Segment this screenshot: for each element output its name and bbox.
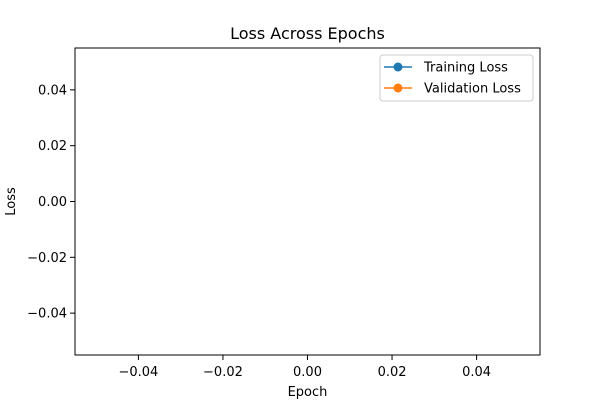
y-tick-label: 0.00 bbox=[38, 195, 67, 210]
legend-label-validation: Validation Loss bbox=[424, 82, 521, 97]
legend-marker-validation bbox=[393, 83, 403, 93]
y-axis-label: Loss bbox=[4, 187, 19, 216]
y-tick-label: 0.02 bbox=[38, 139, 67, 154]
legend-box bbox=[379, 54, 534, 102]
y-tick-label: 0.04 bbox=[38, 83, 67, 98]
x-axis-label: Epoch bbox=[288, 385, 328, 400]
plot-frame bbox=[74, 47, 541, 356]
x-tick-label: 0.04 bbox=[462, 365, 491, 380]
x-axis-ticks: −0.04 −0.02 0.00 0.02 0.04 bbox=[118, 355, 491, 380]
chart-title: Loss Across Epochs bbox=[230, 24, 385, 43]
y-tick-label: −0.04 bbox=[27, 307, 67, 322]
y-tick-label: −0.02 bbox=[27, 251, 67, 266]
x-tick-label: −0.04 bbox=[118, 365, 158, 380]
x-tick-label: −0.02 bbox=[203, 365, 243, 380]
legend-entry-training: Training Loss bbox=[384, 61, 508, 76]
legend-entry-validation: Validation Loss bbox=[384, 82, 521, 97]
y-axis-ticks: −0.04 −0.02 0.00 0.02 0.04 bbox=[27, 83, 75, 322]
x-tick-label: 0.00 bbox=[293, 365, 322, 380]
legend-marker-training bbox=[393, 62, 403, 72]
legend-label-training: Training Loss bbox=[423, 61, 508, 76]
x-tick-label: 0.02 bbox=[378, 365, 407, 380]
legend: Training Loss Validation Loss bbox=[379, 54, 534, 102]
